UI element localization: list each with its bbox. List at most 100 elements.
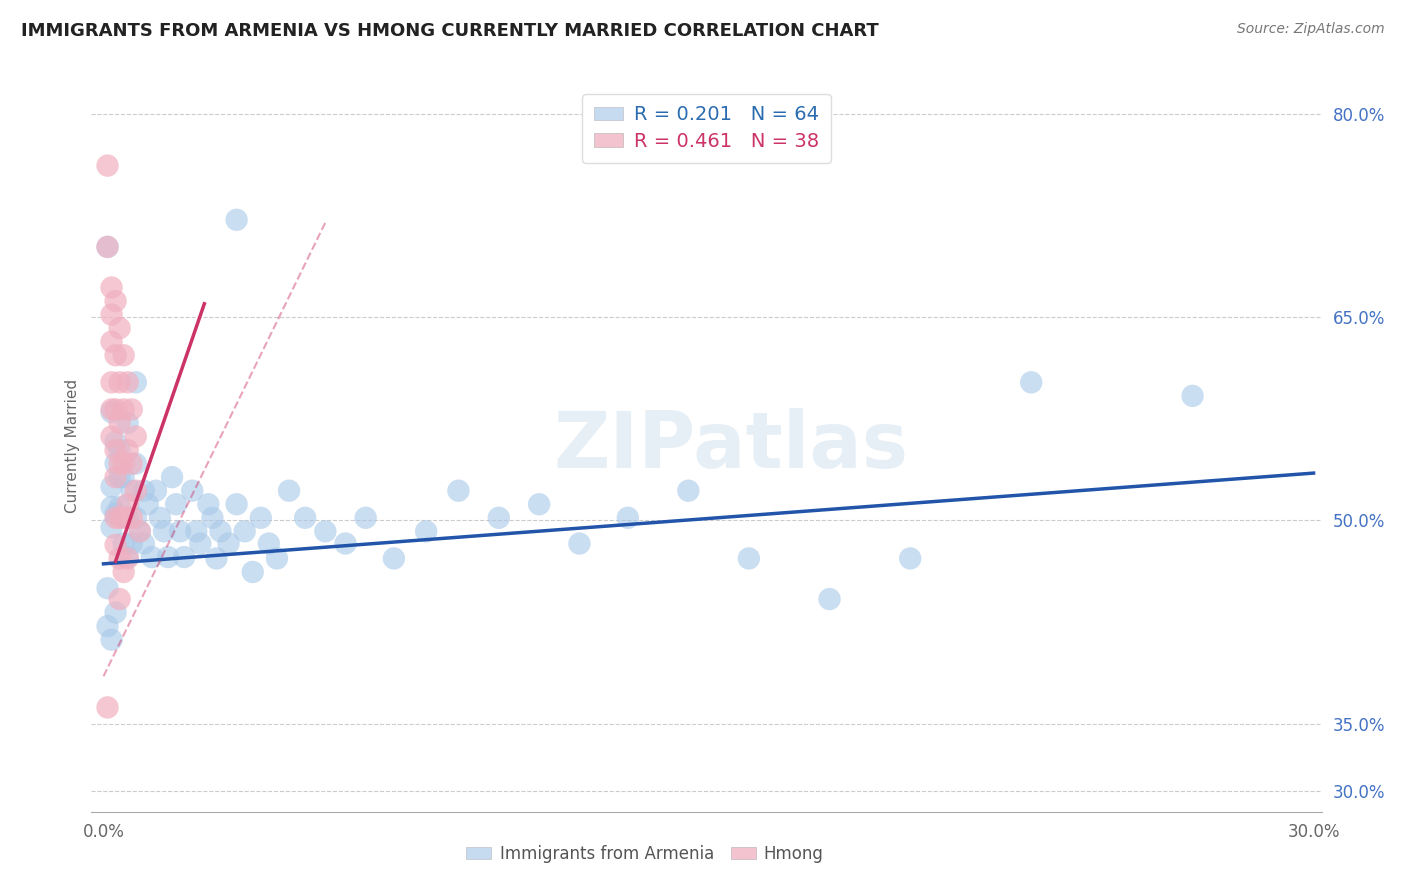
Point <box>125 376 148 390</box>
Text: IMMIGRANTS FROM ARMENIA VS HMONG CURRENTLY MARRIED CORRELATION CHART: IMMIGRANTS FROM ARMENIA VS HMONG CURRENT… <box>21 22 879 40</box>
Point <box>1181 389 1204 403</box>
Point <box>96 159 118 173</box>
Point <box>96 581 118 595</box>
Point <box>125 457 148 471</box>
Point <box>145 483 167 498</box>
Point <box>100 280 122 294</box>
Point <box>108 443 131 458</box>
Point <box>100 308 122 322</box>
Point <box>132 536 155 550</box>
Point <box>112 470 135 484</box>
Point <box>314 524 336 539</box>
Point <box>112 565 135 579</box>
Point <box>141 550 163 565</box>
Point <box>266 551 288 566</box>
Point <box>218 536 240 550</box>
Point <box>104 507 127 521</box>
Point <box>527 497 550 511</box>
Point <box>257 536 280 550</box>
Point <box>415 524 437 539</box>
Point <box>100 520 122 534</box>
Point <box>181 483 204 498</box>
Point <box>100 632 122 647</box>
Point <box>165 497 187 511</box>
Point <box>117 550 139 565</box>
Point <box>335 536 357 550</box>
Point <box>128 524 150 539</box>
Point <box>617 510 640 524</box>
Point <box>96 240 118 254</box>
Point <box>128 524 150 539</box>
Point <box>112 510 135 524</box>
Point <box>225 212 247 227</box>
Point <box>108 457 131 471</box>
Point <box>201 510 224 524</box>
Point <box>104 538 127 552</box>
Text: ZIPatlas: ZIPatlas <box>554 408 908 484</box>
Point <box>108 500 131 514</box>
Point <box>678 483 700 498</box>
Point <box>104 348 127 362</box>
Point <box>233 524 256 539</box>
Point <box>96 240 118 254</box>
Point <box>249 510 271 524</box>
Point <box>242 565 264 579</box>
Point <box>100 402 122 417</box>
Point <box>117 551 139 566</box>
Point <box>209 524 232 539</box>
Point <box>1019 376 1042 390</box>
Point <box>188 536 211 550</box>
Point <box>121 536 143 550</box>
Point <box>104 294 127 309</box>
Point <box>197 497 219 511</box>
Point <box>173 550 195 565</box>
Point <box>112 348 135 362</box>
Point <box>96 619 118 633</box>
Point <box>108 321 131 335</box>
Point <box>382 551 405 566</box>
Point <box>96 700 118 714</box>
Point <box>447 483 470 498</box>
Point <box>112 457 135 471</box>
Point <box>153 524 176 539</box>
Point <box>108 376 131 390</box>
Point <box>112 402 135 417</box>
Point <box>104 402 127 417</box>
Point <box>108 551 131 566</box>
Point <box>104 510 127 524</box>
Point <box>132 483 155 498</box>
Point <box>125 483 148 498</box>
Point <box>108 510 131 524</box>
Point <box>205 551 228 566</box>
Point <box>104 470 127 484</box>
Point <box>157 550 180 565</box>
Point <box>136 497 159 511</box>
Point <box>488 510 510 524</box>
Point <box>100 500 122 514</box>
Point <box>104 457 127 471</box>
Point <box>354 510 377 524</box>
Point <box>149 510 172 524</box>
Point <box>818 592 841 607</box>
Point <box>121 510 143 524</box>
Point <box>100 376 122 390</box>
Point <box>117 510 139 524</box>
Text: Source: ZipAtlas.com: Source: ZipAtlas.com <box>1237 22 1385 37</box>
Point <box>121 402 143 417</box>
Point <box>104 443 127 458</box>
Point <box>278 483 301 498</box>
Point <box>100 429 122 443</box>
Point <box>117 497 139 511</box>
Point <box>186 524 208 539</box>
Point <box>104 606 127 620</box>
Point <box>108 470 131 484</box>
Point <box>117 443 139 458</box>
Point <box>169 524 191 539</box>
Point <box>117 416 139 430</box>
Y-axis label: Currently Married: Currently Married <box>65 379 80 513</box>
Point <box>125 510 148 524</box>
Point <box>160 470 183 484</box>
Point <box>112 536 135 550</box>
Point <box>568 536 591 550</box>
Point <box>108 592 131 607</box>
